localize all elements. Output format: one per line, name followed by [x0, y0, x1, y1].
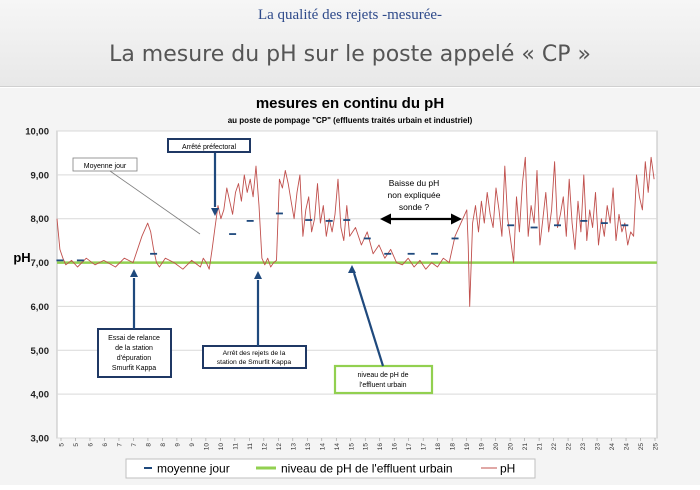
x-tick-label: 20 — [493, 443, 500, 451]
annotation-arret-rejets: Arrêt des rejets de la station de Smurfit… — [217, 350, 292, 366]
annotation-box-arrete-prefectoral — [167, 138, 251, 153]
annotation-leader-moyenne-jour — [109, 170, 201, 235]
y-tick-label: 8,00 — [31, 214, 50, 225]
arrow-head-left-baisse-ph — [380, 213, 391, 225]
x-tick-label: 24 — [624, 443, 631, 451]
x-tick-label: 6 — [87, 443, 94, 447]
x-tick-label: 22 — [566, 443, 573, 451]
y-tick-label: 3,00 — [31, 434, 50, 445]
arrow-head-arret-rejets — [254, 271, 262, 279]
x-tick-label: 21 — [522, 443, 529, 451]
y-tick-label: 5,00 — [31, 346, 50, 357]
annotation-box-essai-relance — [97, 328, 172, 378]
x-tick-label: 20 — [508, 443, 515, 451]
x-tick-label: 15 — [363, 443, 370, 451]
x-tick-label: 25 — [653, 443, 660, 451]
x-tick-label: 18 — [450, 443, 457, 451]
x-tick-label: 22 — [551, 443, 558, 451]
legend-label-moyenne-jour: moyenne jour — [157, 462, 230, 476]
x-tick-label: 10 — [218, 443, 225, 451]
x-tick-label: 16 — [377, 443, 384, 451]
arrow-head-right-baisse-ph — [451, 213, 462, 225]
chart-panel: mesures en continu du pH au poste de pomp… — [0, 88, 700, 485]
x-tick-label: 18 — [435, 443, 442, 451]
chart-subtitle: au poste de pompage "CP" (effluents trai… — [228, 116, 473, 125]
arrow-head-essai-relance — [130, 269, 138, 277]
x-tick-label: 19 — [479, 443, 486, 451]
x-tick-label: 24 — [609, 443, 616, 451]
y-tick-label: 7,00 — [31, 258, 50, 269]
x-tick-label: 12 — [261, 443, 268, 451]
x-tick-label: 5 — [59, 443, 66, 447]
annotation-baisse-ph: Baisse du pH non expliquée sonde ? — [388, 178, 441, 212]
annotation-box-niveau-ph — [333, 364, 434, 395]
annotation-arrete-prefectoral: Arrêté préfectoral — [182, 144, 237, 151]
legend-label-ph: pH — [500, 462, 515, 476]
x-tick-label: 11 — [247, 443, 254, 450]
x-tick-label: 17 — [406, 443, 413, 451]
x-tick-label: 14 — [334, 443, 341, 451]
x-tick-label: 5 — [73, 443, 80, 447]
x-tick-label: 8 — [160, 443, 167, 447]
y-axis-title: pH — [13, 250, 30, 265]
chart-title: mesures en continu du pH — [256, 95, 444, 112]
annotation-niveau-ph: niveau de pH de l'effluent urbain — [358, 372, 409, 389]
x-tick-label: 13 — [290, 443, 297, 451]
x-tick-label: 13 — [305, 443, 312, 451]
x-tick-label: 15 — [348, 443, 355, 451]
x-tick-label: 23 — [595, 443, 602, 451]
x-tick-label: 8 — [145, 443, 152, 447]
ph-series-line — [56, 156, 655, 307]
y-tick-label: 10,00 — [25, 127, 49, 138]
x-tick-label: 12 — [276, 443, 283, 451]
x-tick-label: 14 — [319, 443, 326, 451]
annotation-essai-relance: Essai de relance de la station d'épuration… — [108, 335, 160, 372]
x-tick-label: 25 — [638, 443, 645, 451]
ph-chart: mesures en continu du pH au poste de pomp… — [13, 95, 660, 479]
x-tick-label: 7 — [131, 443, 138, 447]
slide-header: La qualité des rejets -mesurée- La mesur… — [0, 0, 700, 87]
y-tick-label: 9,00 — [31, 170, 50, 181]
arrow-niveau-ph — [352, 272, 385, 367]
x-tick-label: 17 — [421, 443, 428, 451]
x-tick-label: 16 — [392, 443, 399, 451]
x-tick-label: 9 — [189, 443, 196, 447]
x-tick-label: 9 — [174, 443, 181, 447]
x-tick-label: 10 — [203, 443, 210, 451]
annotation-box-arret-rejets — [202, 345, 307, 369]
legend — [125, 458, 536, 479]
arrow-head-arrete-prefectoral — [211, 208, 219, 216]
annotation-moyenne-jour: Moyenne jour — [84, 163, 127, 170]
slide-subtitle: La qualité des rejets -mesurée- — [257, 7, 443, 23]
y-tick-label: 6,00 — [31, 302, 50, 313]
x-tick-label: 23 — [580, 443, 587, 451]
slide-title: La mesure du pH sur le poste appelé « CP… — [109, 42, 591, 67]
x-tick-label: 11 — [232, 443, 239, 450]
x-tick-label: 7 — [116, 443, 123, 447]
x-tick-label: 6 — [102, 443, 109, 447]
x-tick-label: 21 — [537, 443, 544, 451]
legend-label-niveau-ph: niveau de pH de l'effluent urbain — [281, 462, 453, 476]
x-tick-label: 19 — [464, 443, 471, 451]
arrow-head-niveau-ph — [348, 265, 356, 273]
annotation-box-moyenne-jour — [72, 157, 138, 172]
y-tick-label: 4,00 — [31, 390, 50, 401]
